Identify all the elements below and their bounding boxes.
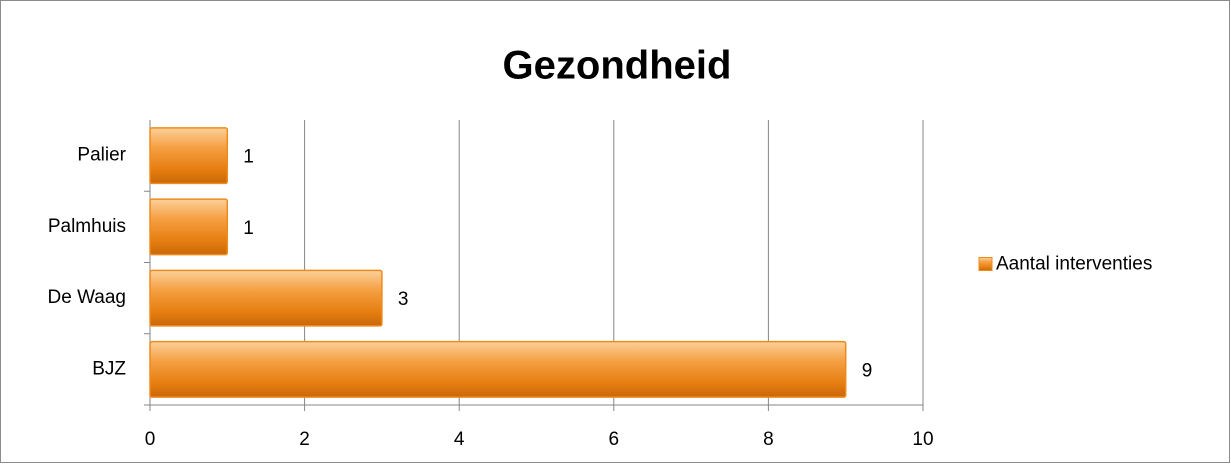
legend-label: Aantal interventies	[996, 254, 1152, 275]
bar	[149, 127, 229, 185]
legend-swatch	[978, 257, 993, 271]
y-tick-label: De Waag	[48, 287, 127, 308]
data-label: 1	[243, 218, 254, 239]
data-label: 3	[398, 289, 409, 310]
data-label: 9	[862, 360, 873, 381]
x-tick-label: 10	[912, 429, 933, 450]
bar	[149, 340, 847, 398]
bar	[149, 198, 229, 256]
y-tick-label: Palier	[77, 145, 126, 166]
x-tick-label: 0	[145, 429, 156, 450]
y-tick-label: BJZ	[92, 358, 126, 379]
data-label: 1	[243, 147, 254, 168]
x-tick-label: 2	[299, 429, 310, 450]
x-tick-label: 8	[763, 429, 774, 450]
x-tick-label: 6	[609, 429, 620, 450]
x-tick-label: 4	[454, 429, 465, 450]
chart-title: Gezondheid	[503, 44, 732, 88]
y-tick-label: Palmhuis	[48, 216, 126, 237]
bar	[149, 269, 383, 327]
